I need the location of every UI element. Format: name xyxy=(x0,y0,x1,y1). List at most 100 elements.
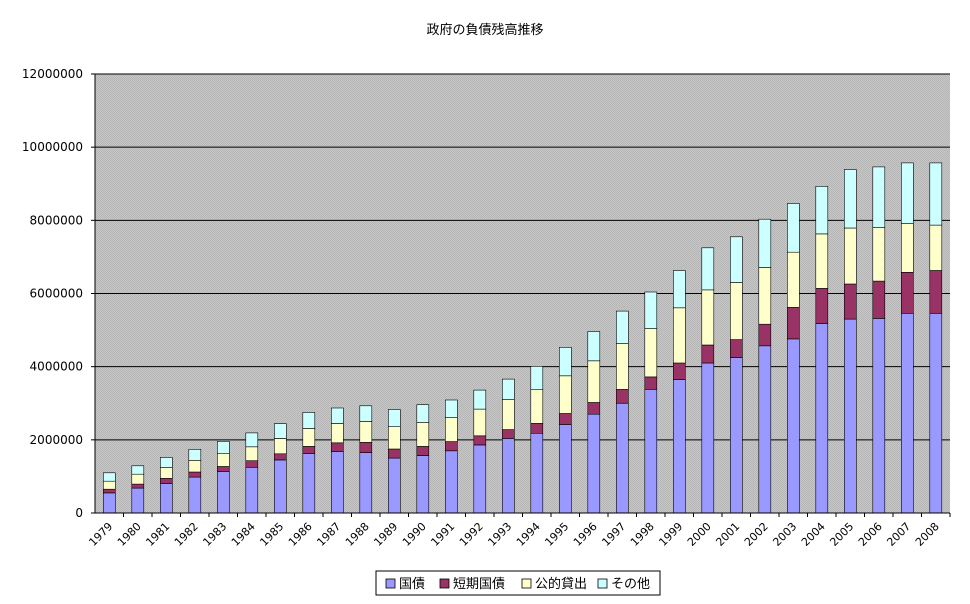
bar-segment xyxy=(615,310,629,344)
bar-segment xyxy=(672,362,686,380)
x-tick-label: 2003 xyxy=(770,520,799,549)
chart-title: 政府の負債残高推移 xyxy=(426,22,543,38)
bar-segment xyxy=(273,438,287,455)
bar-segment xyxy=(330,451,344,514)
bar-segment xyxy=(217,453,230,467)
x-tick-label: 2001 xyxy=(713,520,742,549)
bar-segment xyxy=(188,471,202,478)
y-tick-label: 10000000 xyxy=(22,140,83,154)
x-tick-label: 2000 xyxy=(685,520,714,549)
x-tick-label: 2004 xyxy=(799,520,828,549)
bar-segment xyxy=(672,270,686,309)
legend-swatch xyxy=(385,578,396,589)
y-tick-label: 6000000 xyxy=(30,287,83,301)
bar-segment xyxy=(558,375,572,414)
bar-segment xyxy=(530,389,544,424)
bar-segment xyxy=(131,483,145,489)
x-tick-label: 1981 xyxy=(143,520,172,549)
bar-segment xyxy=(558,424,572,514)
bar-segment xyxy=(843,318,857,514)
bar-segment xyxy=(587,360,601,403)
bar-segment xyxy=(501,399,515,430)
bar-segment xyxy=(160,466,173,479)
bar-segment xyxy=(900,223,914,273)
bar-segment xyxy=(444,417,458,442)
x-tick-label: 1999 xyxy=(656,520,685,549)
x-tick-label: 2005 xyxy=(827,520,856,549)
bar-segment xyxy=(245,460,259,468)
bar-segment xyxy=(245,446,259,461)
x-tick-label: 1986 xyxy=(286,520,315,549)
y-tick-label: 0 xyxy=(75,506,83,520)
bar-segment xyxy=(444,399,458,418)
x-tick-label: 1985 xyxy=(257,520,286,549)
bar-segment xyxy=(245,466,259,514)
y-axis-ticks: 0 2000000 4000000 6000000 8000000 10000000 120… xyxy=(22,67,95,520)
bar-segment xyxy=(615,388,629,404)
x-tick-label: 1980 xyxy=(115,520,144,549)
bar-segment xyxy=(729,236,743,283)
bar-segment xyxy=(701,362,715,514)
bar-segment xyxy=(103,488,116,494)
legend-label: その他 xyxy=(611,577,650,592)
bar-segment xyxy=(103,480,116,490)
bar-segment xyxy=(701,247,715,291)
bar-segment xyxy=(843,227,857,285)
bar-segment xyxy=(729,339,743,358)
bar-segment xyxy=(815,186,829,235)
bar-segment xyxy=(387,448,401,459)
bar-segment xyxy=(501,429,515,439)
y-tick-label: 2000000 xyxy=(30,433,83,447)
bar-segment xyxy=(615,402,629,514)
bar-segment xyxy=(900,271,914,314)
bar-segment xyxy=(758,345,772,514)
bar-segment xyxy=(302,446,316,454)
bar-segment xyxy=(217,471,230,514)
bar-segment xyxy=(815,233,829,289)
bar-segment xyxy=(473,435,487,446)
bar-segment xyxy=(929,270,943,314)
bar-segment xyxy=(387,409,401,428)
bar-segment xyxy=(387,426,401,450)
bar-segment xyxy=(843,169,857,229)
bar-segment xyxy=(872,318,886,514)
bar-segment xyxy=(872,227,886,282)
bar-segment xyxy=(501,378,515,400)
bar-segment xyxy=(758,323,772,347)
x-tick-label: 1989 xyxy=(371,520,400,549)
bar-segment xyxy=(644,328,658,378)
bar-segment xyxy=(558,413,572,425)
bar-segment xyxy=(103,472,116,482)
bar-segment xyxy=(872,280,886,319)
bar-segment xyxy=(672,379,686,514)
bar-segment xyxy=(929,162,943,226)
bar-segment xyxy=(160,477,173,485)
legend-label: 公的貸出 xyxy=(535,576,587,592)
bar-segment xyxy=(160,457,173,468)
bar-segment xyxy=(644,388,658,514)
bar-segment xyxy=(786,203,800,253)
y-tick-label: 12000000 xyxy=(22,67,83,81)
x-tick-label: 1993 xyxy=(485,520,514,549)
bar-segment xyxy=(587,331,601,362)
y-tick-label: 4000000 xyxy=(30,360,83,374)
bar-segment xyxy=(900,312,914,514)
x-axis-ticks: 1979 1980 1981 1982 1983 1984 1985 1986 1987 1988… xyxy=(86,513,951,549)
bar-segment xyxy=(131,487,145,514)
x-tick-label: 1991 xyxy=(428,520,457,549)
bar-segment xyxy=(587,413,601,514)
x-tick-label: 1983 xyxy=(200,520,229,549)
legend: 国債 短期国債 公的貸出 その他 xyxy=(375,570,661,596)
bar-segment xyxy=(473,389,487,410)
legend-label: 短期国債 xyxy=(453,577,505,592)
bar-segment xyxy=(786,338,800,514)
bar-segment xyxy=(786,251,800,308)
x-tick-label: 1995 xyxy=(542,520,571,549)
bar-segment xyxy=(644,291,658,329)
bar-segment xyxy=(815,323,829,514)
bar-segment xyxy=(900,162,914,224)
bar-segment xyxy=(416,455,430,514)
x-tick-label: 2007 xyxy=(884,520,913,549)
bar-segment xyxy=(929,224,943,271)
bar-segment xyxy=(615,342,629,390)
